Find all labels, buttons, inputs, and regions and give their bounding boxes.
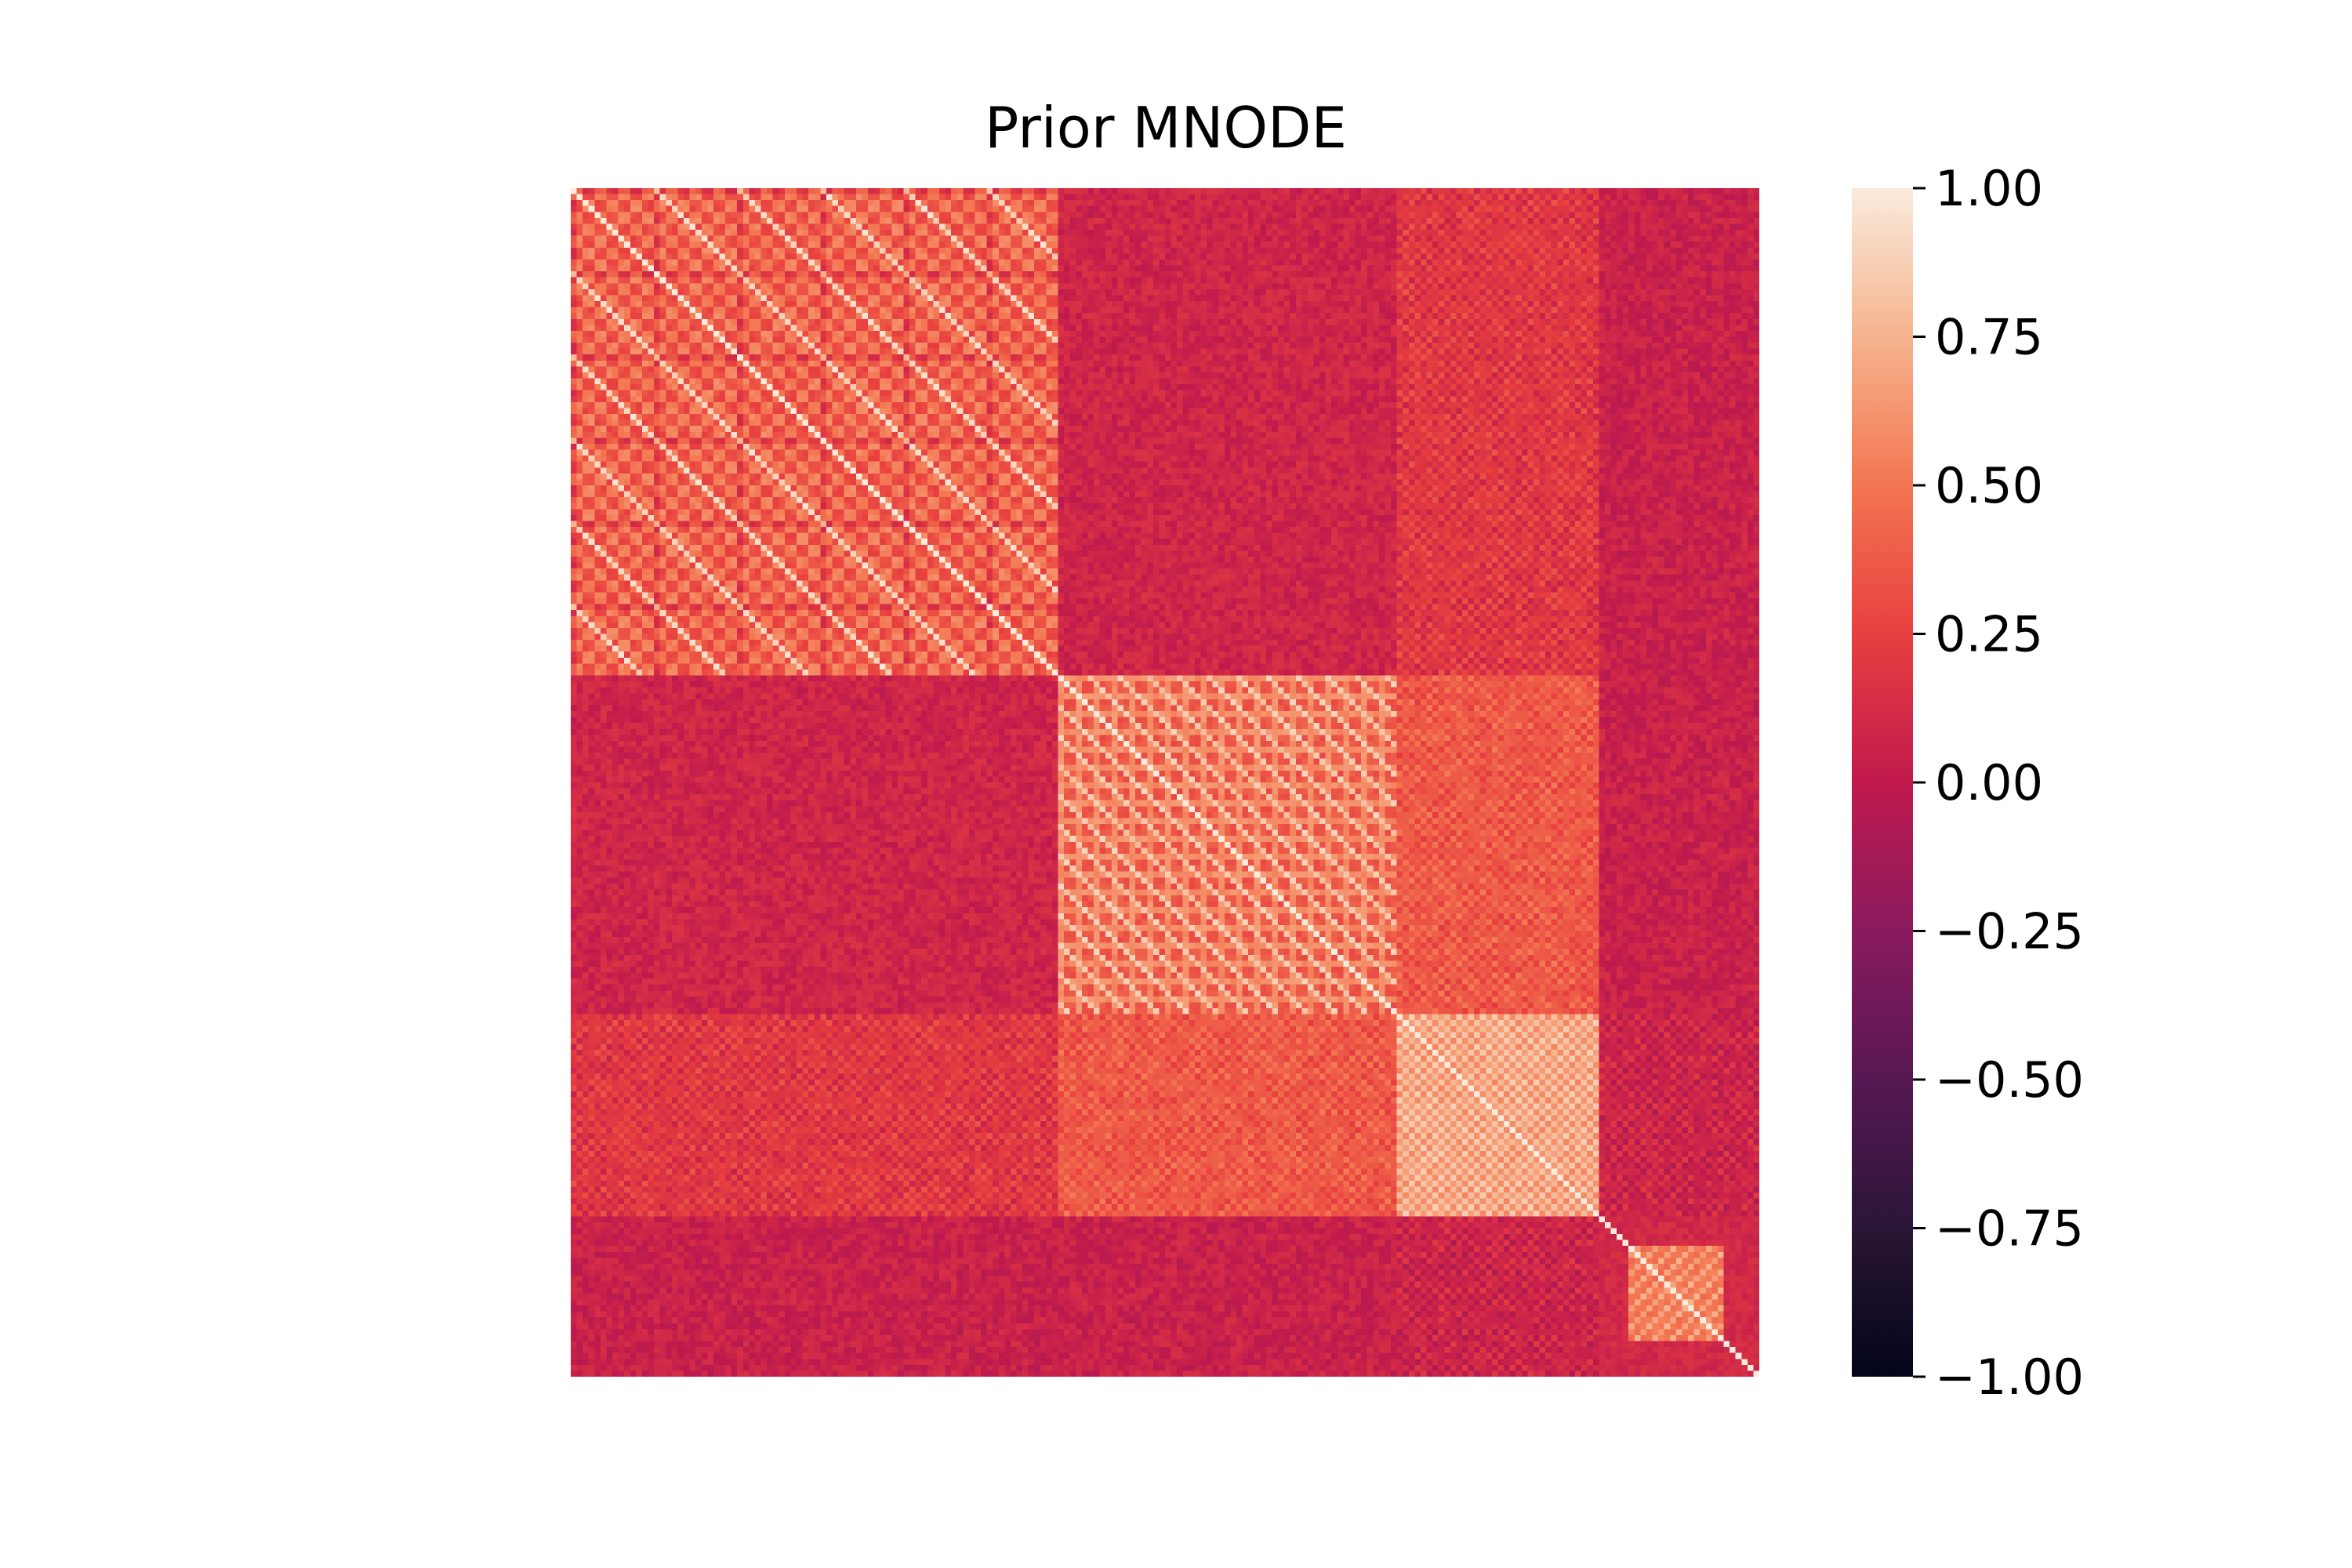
colorbar-tick-label: 0.00 [1935,754,2043,811]
colorbar-bar [1852,188,1913,1377]
colorbar-tick-label: −1.00 [1935,1348,2084,1406]
colorbar-tick-label: 0.50 [1935,457,2043,514]
heatmap-cells [571,188,1759,1377]
colorbar-tick-label: −0.50 [1935,1051,2084,1109]
colorbar-tick-label: −0.25 [1935,903,2084,960]
colorbar: 1.00 0.75 0.50 0.25 0.00 −0.25 −0.50 −0.75 −1.00 [1852,160,2084,1406]
colorbar-tick-label: 1.00 [1935,160,2043,217]
chart-title: Prior MNODE [985,95,1347,161]
heatmap-plot-area [571,188,1759,1377]
colorbar-ticks: 1.00 0.75 0.50 0.25 0.00 −0.25 −0.50 −0.75 −1.00 [1913,160,2084,1406]
colorbar-tick-label: 0.75 [1935,309,2043,366]
colorbar-tick-label: −0.75 [1935,1200,2084,1258]
colorbar-tick-label: 0.25 [1935,606,2043,663]
